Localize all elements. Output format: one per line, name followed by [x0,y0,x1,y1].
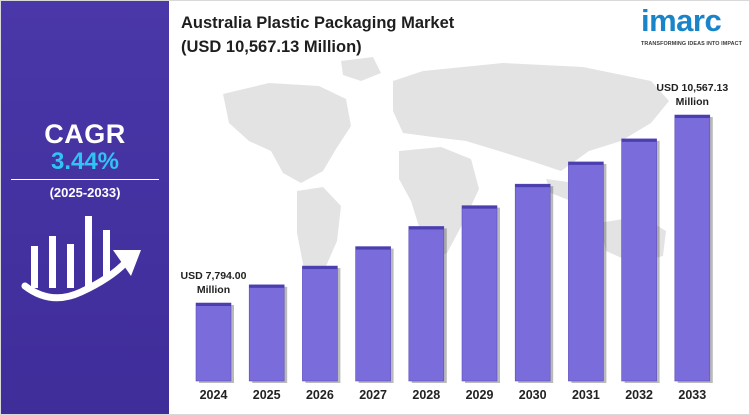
x-axis-ticks: 2024 2025 2026 2027 2028 2029 2030 2031 2032 2033 [200,388,707,402]
bar-2029 [461,205,498,382]
value-annotations: USD 7,794.00 Million USD 10,567.13 Million [181,82,729,296]
bar-2027 [355,246,391,382]
annotation-unit: Million [197,284,230,296]
bar-cap [621,138,657,142]
cagr-panel: CAGR 3.44% (2025-2033) [1,1,169,414]
bar-cap [249,284,285,288]
x-tick-label: 2032 [625,388,653,402]
x-tick-label: 2026 [306,388,334,402]
growth-chart-icon [21,216,141,302]
annotation-value: USD 10,567.13 [656,82,728,94]
x-tick-label: 2028 [412,388,440,402]
chart-title-line2: (USD 10,567.13 Million) [181,38,362,56]
cagr-divider [11,179,159,180]
bar-cap [196,303,231,306]
bars [195,114,713,383]
logo-wordmark: imarc [641,3,722,38]
bar-cap [568,161,604,165]
x-tick-label: 2030 [519,388,547,402]
world-map-background [223,57,669,293]
chart-title: Australia Plastic Packaging Market (USD … [181,11,454,59]
bar-2033 [674,114,711,382]
annotation-unit: Million [676,96,709,108]
bar-cap [515,184,551,188]
annotation-value: USD 7,794.00 [181,270,247,282]
bar-2024 [195,302,232,382]
x-tick-label: 2033 [678,388,706,402]
x-tick-label: 2031 [572,388,600,402]
bar-2032 [621,138,657,382]
cagr-period: (2025-2033) [49,185,121,200]
x-tick-label: 2024 [200,388,228,402]
cagr-label: CAGR [44,119,126,149]
x-tick-label: 2027 [359,388,387,402]
cagr-value: 3.44% [50,148,120,175]
imarc-logo: imarc TRANSFORMING IDEAS INTO IMPACT [637,3,745,49]
bar-cap [674,115,710,118]
bar-cap [462,205,497,209]
bar-cap [355,246,391,250]
bar-2031 [568,161,604,382]
bar-2025 [248,284,285,382]
chart-title-line1: Australia Plastic Packaging Market [181,14,455,32]
bar-cap [302,266,338,270]
logo-tagline: TRANSFORMING IDEAS INTO IMPACT [641,41,743,47]
bar-2030 [514,183,551,382]
x-tick-label: 2029 [466,388,494,402]
bar-cap [408,226,444,230]
bar-2028 [408,226,445,382]
x-tick-label: 2025 [253,388,281,402]
bar-2026 [302,265,338,382]
